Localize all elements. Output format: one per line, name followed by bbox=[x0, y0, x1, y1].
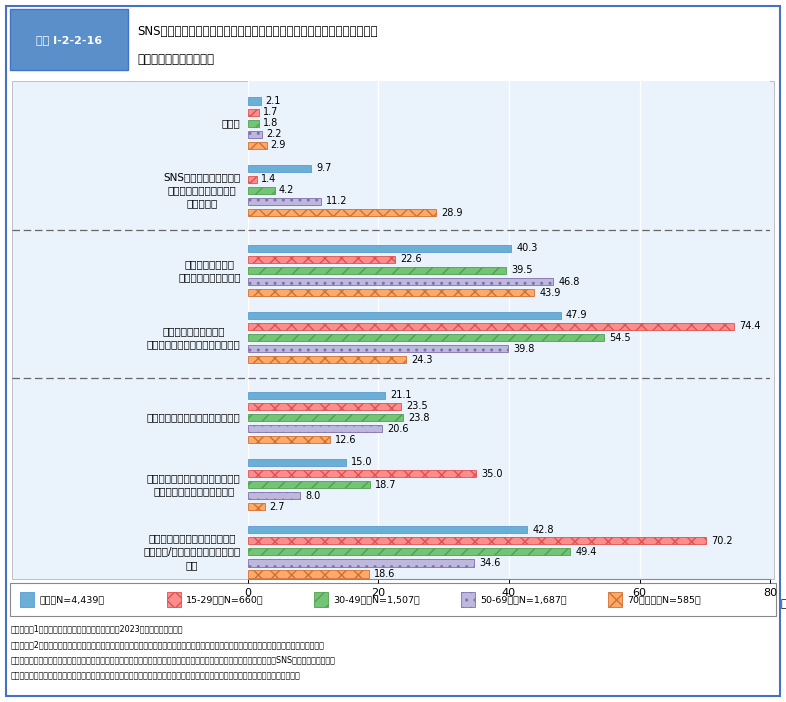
Bar bbox=[248, 131, 262, 138]
Text: 9.7: 9.7 bbox=[316, 164, 332, 173]
Text: 22.6: 22.6 bbox=[401, 254, 422, 265]
Bar bbox=[10, 583, 776, 616]
Text: 40.3: 40.3 bbox=[516, 244, 538, 253]
Text: 8.0: 8.0 bbox=[305, 491, 321, 501]
Text: 18.7: 18.7 bbox=[375, 479, 396, 489]
Bar bbox=[608, 592, 622, 607]
Text: 54.5: 54.5 bbox=[609, 333, 630, 343]
Text: 動画サイト等で、商品やサービスに関して、以下の反応をしたことはありますか。」との問に対する回答（複数回答）。: 動画サイト等で、商品やサービスに関して、以下の反応をしたことはありますか。」との… bbox=[10, 671, 300, 680]
Text: 34.6: 34.6 bbox=[479, 557, 500, 568]
Bar bbox=[248, 413, 403, 421]
Bar bbox=[248, 187, 275, 194]
Bar bbox=[248, 142, 266, 150]
Bar bbox=[167, 592, 181, 607]
Text: 利用している」、「毎日ではないが定期的に利用している」又は「時々利用している」と回答した人への、「SNSやクチコミサイト、: 利用している」、「毎日ではないが定期的に利用している」又は「時々利用している」と… bbox=[10, 656, 335, 665]
Text: （備考）　1．消費者庁「消費者意識基本調査」（2023年度）により作成。: （備考） 1．消費者庁「消費者意識基本調査」（2023年度）により作成。 bbox=[10, 625, 182, 634]
Text: 28.9: 28.9 bbox=[442, 208, 463, 218]
Text: 43.9: 43.9 bbox=[540, 288, 561, 298]
Bar bbox=[248, 392, 385, 399]
Text: 2.9: 2.9 bbox=[270, 140, 286, 150]
Text: 投稿やコメントをしたことがある: 投稿やコメントをしたことがある bbox=[147, 413, 241, 423]
Text: 23.8: 23.8 bbox=[408, 413, 430, 423]
Bar bbox=[248, 570, 369, 578]
Text: 35.0: 35.0 bbox=[482, 468, 503, 479]
Bar bbox=[248, 333, 604, 341]
Bar bbox=[248, 312, 560, 319]
Bar bbox=[248, 458, 346, 466]
Text: 46.8: 46.8 bbox=[559, 277, 580, 286]
Bar bbox=[20, 592, 34, 607]
Bar bbox=[248, 164, 311, 172]
Text: SNSやクチコミサイト、動画サイト等で、商品やサービスに関して反応を: SNSやクチコミサイト、動画サイト等で、商品やサービスに関して反応を bbox=[138, 25, 378, 38]
Text: 39.8: 39.8 bbox=[512, 343, 534, 354]
Text: 47.9: 47.9 bbox=[566, 310, 587, 320]
Bar bbox=[248, 109, 259, 117]
Text: 1.7: 1.7 bbox=[263, 107, 278, 117]
Bar bbox=[248, 470, 476, 477]
Bar bbox=[248, 559, 474, 567]
Text: 20.6: 20.6 bbox=[387, 423, 409, 434]
Bar bbox=[248, 481, 369, 489]
Bar bbox=[248, 208, 436, 216]
Bar bbox=[248, 356, 406, 364]
Text: 39.5: 39.5 bbox=[511, 265, 532, 275]
Text: 全体（N=4,439）: 全体（N=4,439） bbox=[39, 595, 105, 604]
Bar bbox=[248, 119, 259, 127]
Text: 無回答: 無回答 bbox=[222, 119, 241, 128]
Text: （上記３項目の）
反応をしたことはない: （上記３項目の） 反応をしたことはない bbox=[178, 259, 241, 282]
Bar bbox=[248, 277, 553, 286]
Bar bbox=[248, 98, 261, 105]
Text: 24.3: 24.3 bbox=[412, 355, 433, 364]
Bar bbox=[248, 323, 733, 331]
Bar bbox=[248, 176, 257, 183]
Bar bbox=[248, 267, 505, 274]
Text: 2．「あなたは普段、パソコンやスマートフォン等で、どの程度インターネットを利用していますか。」との問に対し、「ほとんど毎日: 2．「あなたは普段、パソコンやスマートフォン等で、どの程度インターネットを利用し… bbox=[10, 640, 324, 649]
Text: 21.1: 21.1 bbox=[391, 390, 412, 400]
Text: 50-69歳（N=1,687）: 50-69歳（N=1,687） bbox=[480, 595, 567, 604]
Text: 74.4: 74.4 bbox=[739, 322, 760, 331]
Text: （%）: （%） bbox=[780, 598, 786, 608]
Bar bbox=[248, 503, 265, 510]
Bar bbox=[461, 592, 475, 607]
Text: 12.6: 12.6 bbox=[335, 435, 357, 444]
Text: 49.4: 49.4 bbox=[575, 547, 597, 557]
Text: 「お気に入り」や「いいね」や
「高評価/低評価」をつけたことが
ある: 「お気に入り」や「いいね」や 「高評価/低評価」をつけたことが ある bbox=[143, 534, 241, 570]
Text: 70歳以上（N=585）: 70歳以上（N=585） bbox=[627, 595, 701, 604]
Text: 15-29歳（N=660）: 15-29歳（N=660） bbox=[186, 595, 264, 604]
Text: 30-49歳（N=1,507）: 30-49歳（N=1,507） bbox=[333, 595, 420, 604]
Bar bbox=[248, 425, 382, 432]
Text: 2.7: 2.7 bbox=[269, 502, 285, 512]
Bar bbox=[248, 491, 300, 499]
Text: SNSやクチコミサイト、
動画サイト等を利用した
ことがない: SNSやクチコミサイト、 動画サイト等を利用した ことがない bbox=[163, 172, 241, 208]
Text: 2.1: 2.1 bbox=[265, 96, 281, 107]
Bar bbox=[248, 548, 571, 555]
Text: 1.4: 1.4 bbox=[261, 174, 276, 185]
Text: 行った経験（年齢層別）: 行った経験（年齢層別） bbox=[138, 53, 215, 66]
Bar bbox=[248, 402, 401, 411]
Text: 「リツイート」や「リポスト」や
「シェア」をしたことがある: 「リツイート」や「リポスト」や 「シェア」をしたことがある bbox=[147, 473, 241, 496]
Bar bbox=[248, 345, 508, 352]
Bar bbox=[12, 81, 774, 579]
Bar bbox=[10, 9, 128, 70]
Bar bbox=[248, 526, 527, 534]
Text: （上記３項目のうち）
いずれかの反応をしたことがある: （上記３項目のうち） いずれかの反応をしたことがある bbox=[147, 326, 241, 349]
Text: 図表 I-2-2-16: 図表 I-2-2-16 bbox=[36, 34, 102, 45]
Bar bbox=[314, 592, 328, 607]
Text: 4.2: 4.2 bbox=[279, 185, 294, 195]
Text: 70.2: 70.2 bbox=[711, 536, 733, 545]
Text: 42.8: 42.8 bbox=[532, 524, 554, 534]
Text: 2.2: 2.2 bbox=[266, 129, 281, 140]
Bar bbox=[248, 244, 511, 252]
Bar bbox=[248, 436, 330, 444]
Bar bbox=[248, 536, 707, 545]
Text: 1.8: 1.8 bbox=[263, 119, 278, 128]
Bar bbox=[248, 289, 534, 296]
Text: 18.6: 18.6 bbox=[374, 569, 395, 578]
Text: 23.5: 23.5 bbox=[406, 402, 428, 411]
Bar bbox=[248, 197, 321, 206]
Text: 11.2: 11.2 bbox=[326, 197, 347, 206]
Bar bbox=[248, 256, 395, 263]
Text: 15.0: 15.0 bbox=[351, 458, 373, 468]
